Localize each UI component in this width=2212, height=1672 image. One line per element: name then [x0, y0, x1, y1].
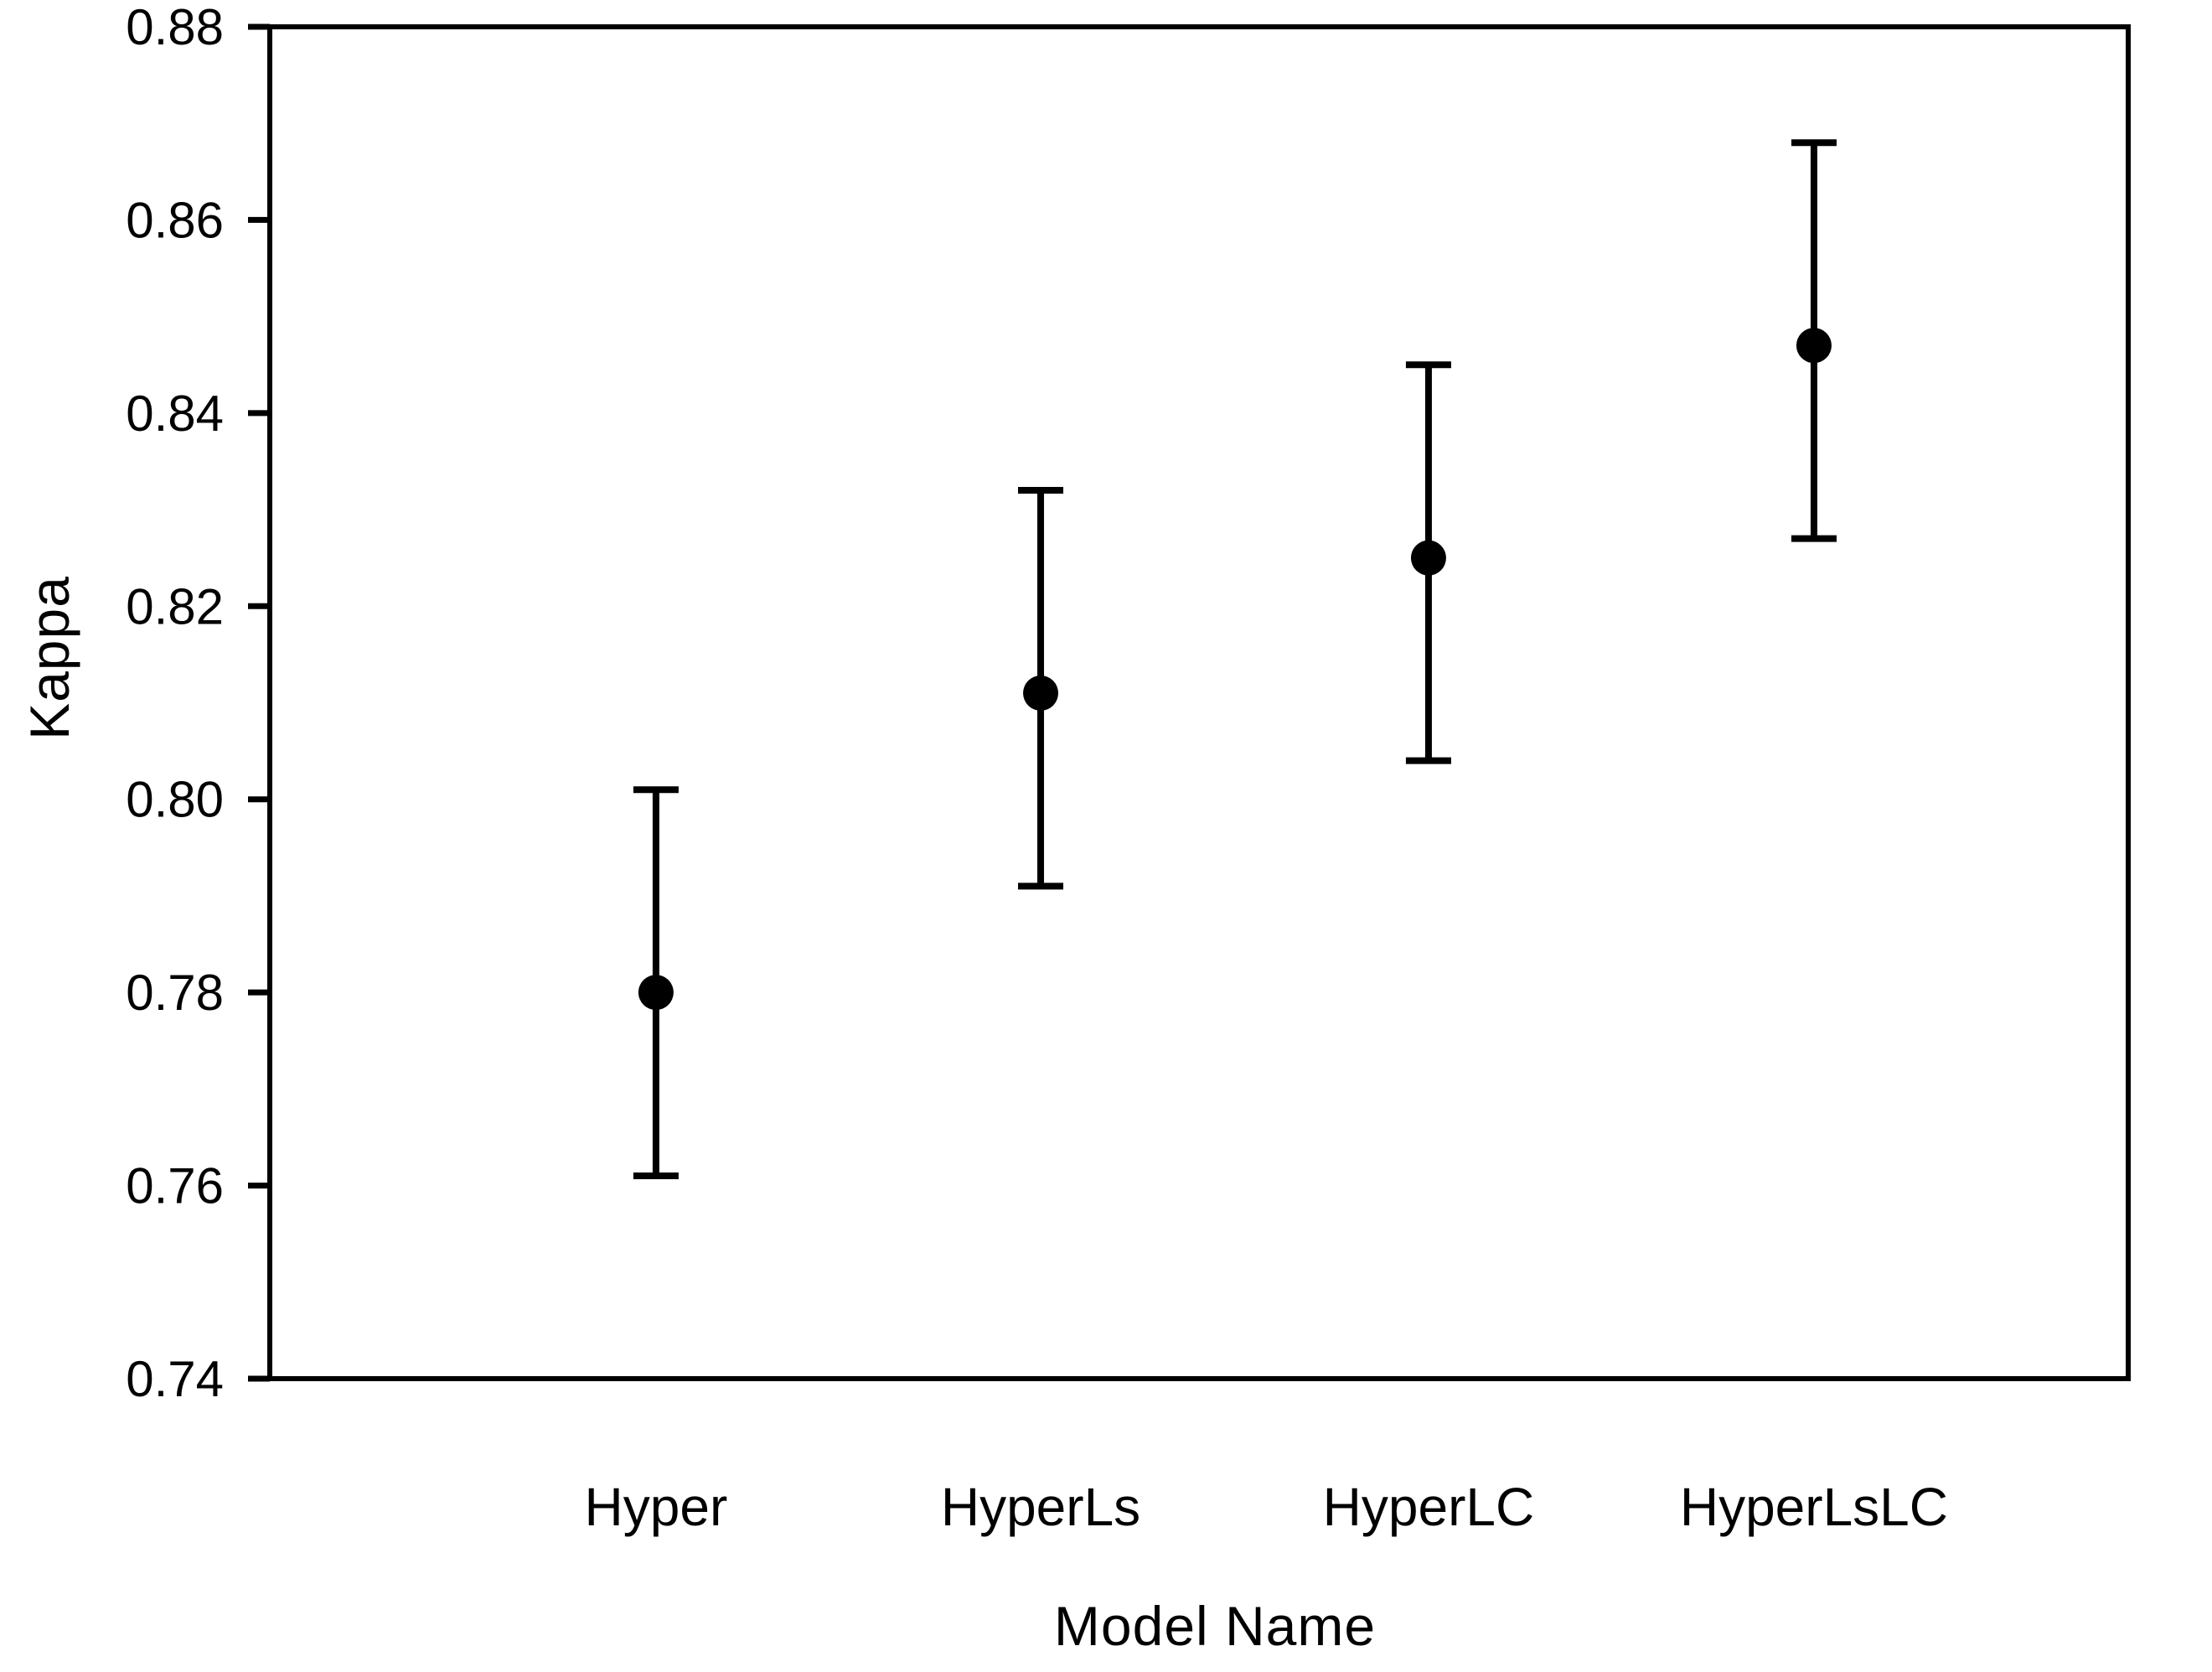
- y-tick-label: 0.76: [126, 1158, 224, 1214]
- x-axis-title: Model Name: [1053, 1595, 1377, 1657]
- y-tick-label: 0.86: [126, 192, 224, 248]
- x-tick-label-hyperls: HyperLs: [941, 1477, 1140, 1537]
- y-tick-label: 0.80: [126, 772, 224, 828]
- x-tick-label-hyperlc: HyperLC: [1323, 1477, 1535, 1537]
- x-tick-label-hyperlslc: HyperLsLC: [1680, 1477, 1948, 1537]
- y-tick-label: 0.78: [126, 965, 224, 1021]
- y-tick-label: 0.74: [126, 1351, 224, 1407]
- y-tick-label: 0.84: [126, 386, 224, 442]
- data-point-hyper: [638, 975, 674, 1011]
- y-axis-title: Kappa: [18, 576, 80, 740]
- y-tick-label: 0.82: [126, 578, 224, 634]
- plot-frame: [267, 24, 2131, 1381]
- y-tick-label: 0.88: [126, 0, 224, 55]
- data-point-hyperls: [1023, 675, 1059, 711]
- data-point-hyperlc: [1410, 540, 1446, 576]
- x-tick-label-hyper: Hyper: [585, 1477, 728, 1537]
- data-point-hyperlslc: [1796, 328, 1832, 364]
